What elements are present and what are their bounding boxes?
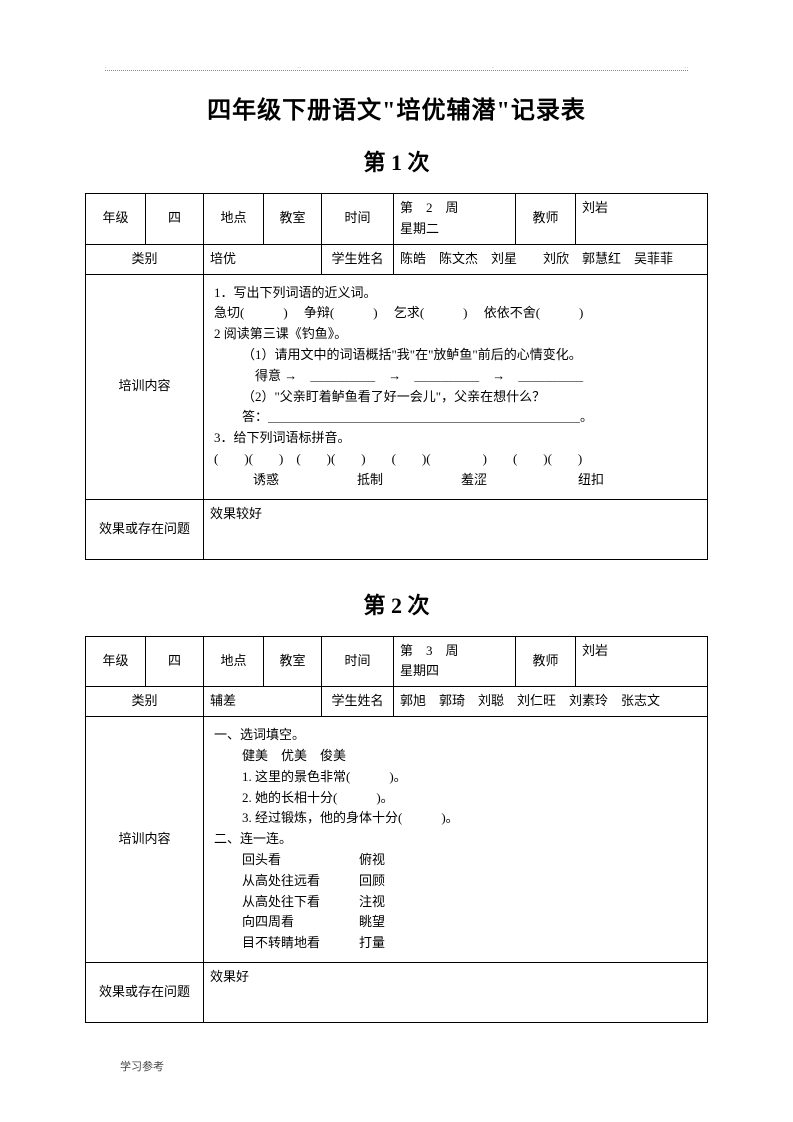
- content-line: （1）请用文中的词语概括"我"在"放鲈鱼"前后的心情变化。: [214, 345, 697, 366]
- content-line: 诱惑 抵制 羞涩 纽扣: [214, 470, 697, 491]
- time-week: 第 2 周: [400, 198, 509, 219]
- dot: ..: [298, 64, 301, 70]
- teacher-value: 刘岩: [576, 194, 708, 245]
- category-label: 类别: [86, 244, 204, 274]
- place-value: 教室: [264, 194, 322, 245]
- content-line: 急切( ) 争辩( ) 乞求( ) 依依不舍( ): [214, 303, 697, 324]
- training-label: 培训内容: [86, 717, 204, 963]
- training-content-2: 一、选词填空。 健美 优美 俊美 1. 这里的景色非常( )。 2. 她的长相十…: [204, 717, 708, 963]
- grade-value: 四: [146, 194, 204, 245]
- place-value: 教室: [264, 636, 322, 687]
- teacher-label: 教师: [516, 194, 576, 245]
- dot: .: [492, 64, 494, 70]
- content-line: ( )( ) ( )( ) ( )( ) ( )( ): [214, 449, 697, 470]
- effect-label: 效果或存在问题: [86, 499, 204, 559]
- time-day: 星期二: [400, 219, 509, 240]
- content-line: 1．写出下列词语的近义词。: [214, 283, 697, 304]
- content-line: 从高处往远看 回顾: [214, 871, 697, 892]
- page-title: 四年级下册语文"培优辅潜"记录表: [85, 90, 708, 125]
- session-1-table: 年级 四 地点 教室 时间 第 2 周 星期二 教师 刘岩 类别 培优 学生姓名…: [85, 193, 708, 560]
- time-day: 星期四: [400, 661, 509, 682]
- student-label: 学生姓名: [322, 687, 394, 717]
- student-value: 陈皓 陈文杰 刘星 刘欣 郭慧红 吴菲菲: [394, 244, 708, 274]
- category-label: 类别: [86, 687, 204, 717]
- teacher-label: 教师: [516, 636, 576, 687]
- effect-value: 效果好: [204, 962, 708, 1022]
- session-2-table: 年级 四 地点 教室 时间 第 3 周 星期四 教师 刘岩 类别 辅差 学生姓名…: [85, 636, 708, 1023]
- place-label: 地点: [204, 636, 264, 687]
- grade-label: 年级: [86, 194, 146, 245]
- content-line: 一、选词填空。: [214, 725, 697, 746]
- footer-text: 学习参考: [120, 1058, 164, 1074]
- content-line: 得意 → ＿＿＿＿＿ → ＿＿＿＿＿ → ＿＿＿＿＿: [214, 366, 697, 387]
- time-week: 第 3 周: [400, 641, 509, 662]
- dot: .: [105, 64, 107, 70]
- content-line: 健美 优美 俊美: [214, 746, 697, 767]
- content-line: 目不转睛地看 打量: [214, 933, 697, 954]
- content-line: 3．给下列词语标拼音。: [214, 428, 697, 449]
- content-line: 答：＿＿＿＿＿＿＿＿＿＿＿＿＿＿＿＿＿＿＿＿＿＿＿＿。: [214, 407, 697, 428]
- training-content-1: 1．写出下列词语的近义词。 急切( ) 争辩( ) 乞求( ) 依依不舍( ) …: [204, 274, 708, 499]
- content-line: 回头看 俯视: [214, 850, 697, 871]
- time-label: 时间: [322, 636, 394, 687]
- time-label: 时间: [322, 194, 394, 245]
- training-label: 培训内容: [86, 274, 204, 499]
- grade-label: 年级: [86, 636, 146, 687]
- content-line: 二、连一连。: [214, 829, 697, 850]
- effect-value: 效果较好: [204, 499, 708, 559]
- grade-value: 四: [146, 636, 204, 687]
- teacher-value: 刘岩: [576, 636, 708, 687]
- content-line: （2）"父亲盯着鲈鱼看了好一会儿"，父亲在想什么？: [214, 387, 697, 408]
- top-rule: . .. . ..: [105, 64, 688, 71]
- time-value: 第 2 周 星期二: [394, 194, 516, 245]
- session-1-title: 第 1 次: [85, 145, 708, 177]
- category-value: 培优: [204, 244, 322, 274]
- content-line: 2. 她的长相十分( )。: [214, 788, 697, 809]
- dot: ..: [685, 64, 688, 70]
- content-line: 从高处往下看 注视: [214, 892, 697, 913]
- student-value: 郭旭 郭琦 刘聪 刘仁旺 刘素玲 张志文: [394, 687, 708, 717]
- student-label: 学生姓名: [322, 244, 394, 274]
- time-value: 第 3 周 星期四: [394, 636, 516, 687]
- content-line: 3. 经过锻炼，他的身体十分( )。: [214, 808, 697, 829]
- effect-label: 效果或存在问题: [86, 962, 204, 1022]
- content-line: 向四周看 眺望: [214, 912, 697, 933]
- content-line: 1. 这里的景色非常( )。: [214, 767, 697, 788]
- content-line: 2 阅读第三课《钓鱼》。: [214, 324, 697, 345]
- session-2-title: 第 2 次: [85, 588, 708, 620]
- place-label: 地点: [204, 194, 264, 245]
- category-value: 辅差: [204, 687, 322, 717]
